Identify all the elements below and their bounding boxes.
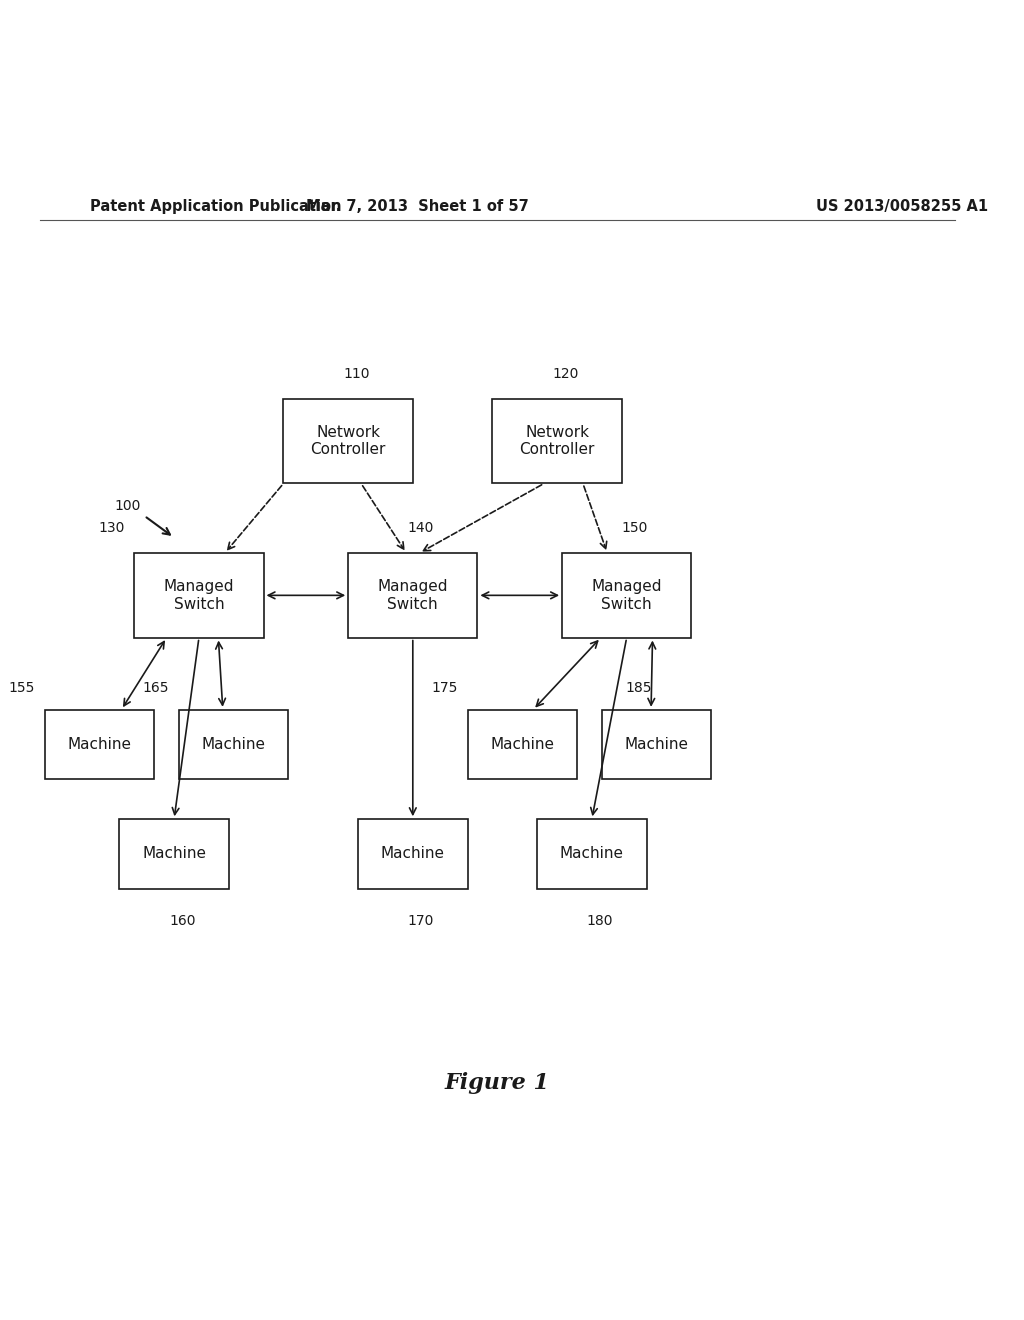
Text: 100: 100 <box>115 499 140 512</box>
FancyBboxPatch shape <box>284 399 413 483</box>
Text: 180: 180 <box>587 913 613 928</box>
FancyBboxPatch shape <box>602 710 712 779</box>
Text: 185: 185 <box>625 681 651 694</box>
Text: 130: 130 <box>98 521 124 535</box>
FancyBboxPatch shape <box>358 820 468 888</box>
Text: Machine: Machine <box>381 846 444 862</box>
FancyBboxPatch shape <box>179 710 289 779</box>
Text: 140: 140 <box>408 521 434 535</box>
FancyBboxPatch shape <box>120 820 228 888</box>
Text: 110: 110 <box>343 367 370 381</box>
FancyBboxPatch shape <box>45 710 155 779</box>
Text: 175: 175 <box>431 681 458 694</box>
Text: 120: 120 <box>552 367 579 381</box>
Text: Machine: Machine <box>490 737 554 752</box>
Text: Machine: Machine <box>142 846 206 862</box>
Text: Network
Controller: Network Controller <box>310 425 386 457</box>
Text: US 2013/0058255 A1: US 2013/0058255 A1 <box>816 199 988 214</box>
Text: 155: 155 <box>8 681 35 694</box>
FancyBboxPatch shape <box>562 553 691 638</box>
Text: Machine: Machine <box>560 846 624 862</box>
FancyBboxPatch shape <box>468 710 577 779</box>
FancyBboxPatch shape <box>538 820 646 888</box>
Text: Mar. 7, 2013  Sheet 1 of 57: Mar. 7, 2013 Sheet 1 of 57 <box>306 199 529 214</box>
Text: Machine: Machine <box>625 737 688 752</box>
Text: Patent Application Publication: Patent Application Publication <box>89 199 341 214</box>
Text: Managed
Switch: Managed Switch <box>378 579 449 611</box>
Text: 150: 150 <box>622 521 648 535</box>
Text: 160: 160 <box>169 913 196 928</box>
Text: 165: 165 <box>142 681 169 694</box>
Text: Figure 1: Figure 1 <box>444 1072 550 1094</box>
FancyBboxPatch shape <box>134 553 263 638</box>
Text: Managed
Switch: Managed Switch <box>164 579 234 611</box>
FancyBboxPatch shape <box>348 553 477 638</box>
Text: 170: 170 <box>408 913 434 928</box>
Text: Managed
Switch: Managed Switch <box>592 579 662 611</box>
Text: Machine: Machine <box>202 737 266 752</box>
FancyBboxPatch shape <box>493 399 622 483</box>
Text: Network
Controller: Network Controller <box>519 425 595 457</box>
Text: Machine: Machine <box>68 737 131 752</box>
